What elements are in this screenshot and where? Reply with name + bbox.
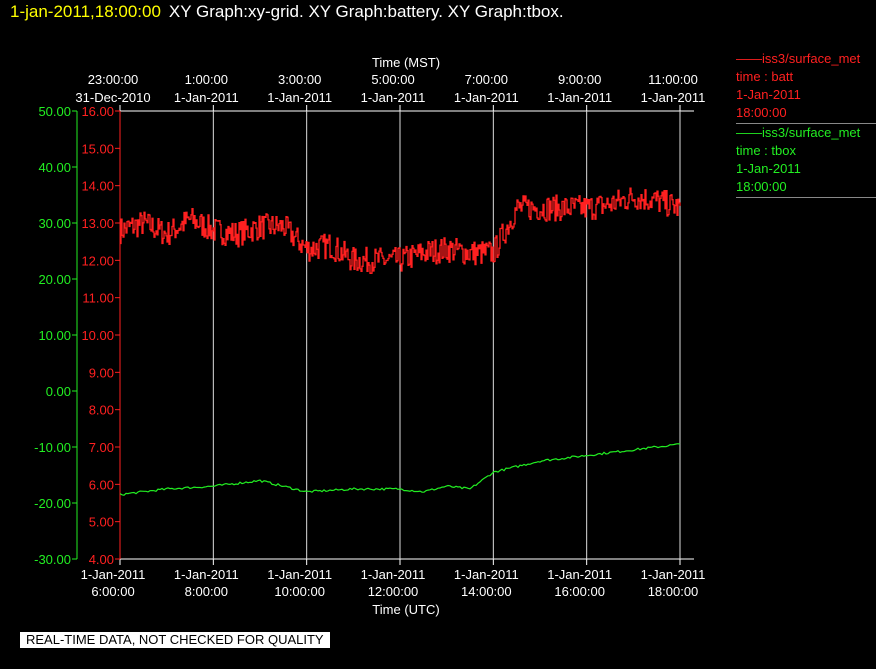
x-tick-label: 18:00:00 (648, 584, 699, 599)
x-tick-label-top: 23:00:00 (88, 72, 139, 87)
x-tick-label: 1-Jan-2011 (81, 567, 146, 582)
x-tick-label-top: 3:00:00 (278, 72, 321, 87)
x-axis-title-top: Time (MST) (372, 55, 440, 70)
x-tick-label-top: 9:00:00 (558, 72, 601, 87)
legend: ——iss3/surface_met time : batt 1-Jan-201… (736, 50, 876, 198)
legend-source: iss3/surface_met (762, 125, 861, 140)
y-axis-inner-tick-label: 11.00 (82, 291, 114, 306)
legend-source: iss3/surface_met (762, 51, 861, 66)
x-tick-label-top: 1-Jan-2011 (547, 90, 612, 105)
legend-date: 1-Jan-2011 (736, 161, 801, 176)
y-axis-outer-tick-label: 20.00 (38, 272, 71, 287)
x-tick-label: 10:00:00 (274, 584, 325, 599)
y-axis-outer-tick-label: -10.00 (34, 440, 71, 455)
y-axis-inner-tick-label: 5.00 (89, 515, 114, 530)
y-axis-outer-tick-label: 50.00 (38, 104, 71, 119)
x-tick-label: 1-Jan-2011 (267, 567, 332, 582)
y-axis-outer-tick-label: 30.00 (38, 216, 71, 231)
x-tick-label-top: 1-Jan-2011 (267, 90, 332, 105)
x-tick-label: 16:00:00 (554, 584, 605, 599)
y-axis-inner-tick-label: 4.00 (89, 552, 114, 567)
x-tick-label: 1-Jan-2011 (361, 567, 426, 582)
graph-title: XY Graph:xy-grid. XY Graph:battery. XY G… (168, 2, 564, 21)
y-axis-inner-tick-label: 8.00 (89, 403, 114, 418)
x-tick-label-top: 31-Dec-2010 (75, 90, 150, 105)
y-axis-inner-tick-label: 16.00 (81, 104, 114, 119)
legend-date: 1-Jan-2011 (736, 87, 801, 102)
y-axis-inner-tick-label: 14.00 (81, 179, 114, 194)
legend-entry-tbox: ——iss3/surface_met time : tbox 1-Jan-201… (736, 124, 876, 198)
y-axis-outer-tick-label: -20.00 (34, 496, 71, 511)
y-axis-inner-tick-label: 9.00 (89, 365, 114, 380)
y-axis-outer-tick-label: 40.00 (38, 160, 71, 175)
x-tick-label: 14:00:00 (461, 584, 512, 599)
y-axis-inner-tick-label: 6.00 (89, 477, 114, 492)
x-tick-label-top: 7:00:00 (465, 72, 508, 87)
x-tick-label-top: 1-Jan-2011 (454, 90, 519, 105)
x-tick-label-top: 1-Jan-2011 (361, 90, 426, 105)
x-tick-label-top: 11:00:00 (648, 72, 698, 87)
series-tbox-line (119, 443, 681, 496)
x-tick-label: 8:00:00 (185, 584, 228, 599)
x-tick-label-top: 1-Jan-2011 (641, 90, 706, 105)
y-axis-inner-tick-label: 10.00 (81, 328, 114, 343)
y-axis-inner-tick-label: 13.00 (81, 216, 114, 231)
x-tick-label-top: 1-Jan-2011 (174, 90, 239, 105)
series-batt-line (120, 187, 681, 274)
legend-entry-batt: ——iss3/surface_met time : batt 1-Jan-201… (736, 50, 876, 124)
legend-time: 18:00:00 (736, 179, 787, 194)
x-tick-label: 1-Jan-2011 (174, 567, 239, 582)
legend-variable: time : tbox (736, 143, 796, 158)
legend-time: 18:00:00 (736, 105, 787, 120)
x-tick-label-top: 1:00:00 (185, 72, 228, 87)
x-tick-label-top: 5:00:00 (371, 72, 414, 87)
y-axis-inner-tick-label: 15.00 (81, 141, 114, 156)
legend-variable: time : batt (736, 69, 794, 84)
y-axis-outer-tick-label: 0.00 (46, 384, 71, 399)
quality-notice: REAL-TIME DATA, NOT CHECKED FOR QUALITY (20, 632, 330, 648)
y-axis-outer-tick-label: -30.00 (34, 552, 71, 567)
page-header: 1-jan-2011,18:00:00 XY Graph:xy-grid. XY … (10, 2, 564, 22)
x-axis-title: Time (UTC) (372, 602, 439, 617)
timestamp: 1-jan-2011,18:00:00 (10, 2, 161, 21)
y-axis-inner-tick-label: 12.00 (81, 253, 114, 268)
x-tick-label: 12:00:00 (368, 584, 419, 599)
x-tick-label: 6:00:00 (91, 584, 134, 599)
x-tick-label: 1-Jan-2011 (547, 567, 612, 582)
y-axis-outer-tick-label: 10.00 (38, 328, 71, 343)
y-axis-inner-tick-label: 7.00 (89, 440, 114, 455)
x-tick-label: 1-Jan-2011 (641, 567, 706, 582)
x-tick-label: 1-Jan-2011 (454, 567, 519, 582)
